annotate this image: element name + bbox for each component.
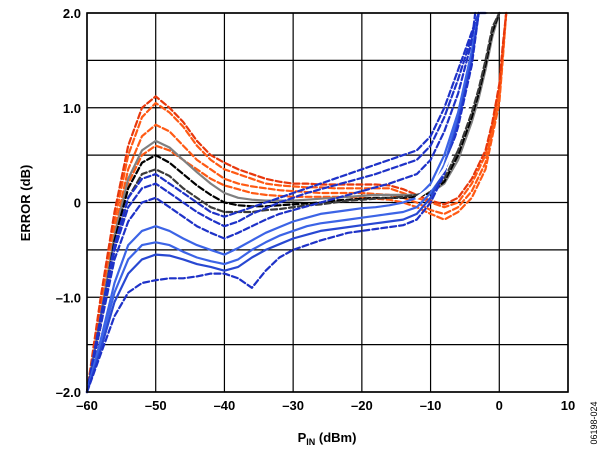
y-tick-labels: –2.0 –1.0 0 1.0 2.0 [56, 6, 81, 400]
series-layer [85, 11, 508, 394]
x-tick-label: –60 [76, 398, 98, 413]
y-tick-label: 0 [74, 196, 81, 211]
series-line-15 [415, 11, 491, 200]
series-line-12 [85, 11, 480, 394]
x-axis-title-unit: (dBm) [315, 430, 356, 445]
series-line-4 [85, 11, 508, 394]
y-axis-title: ERROR (dB) [18, 165, 33, 242]
x-tick-label: –40 [214, 398, 236, 413]
x-tick-label: 0 [496, 398, 503, 413]
y-tick-label: –2.0 [56, 385, 81, 400]
x-tick-labels: –60 –50 –40 –30 –20 –10 0 10 [76, 398, 575, 413]
series-line-14 [85, 11, 480, 394]
series-line-6 [85, 11, 501, 394]
y-tick-label: 1.0 [63, 101, 81, 116]
series-line-9 [85, 11, 480, 394]
x-axis-title-subscript: IN [306, 437, 315, 447]
x-axis-title: PIN (dBm) [298, 430, 357, 447]
x-tick-label: –20 [351, 398, 373, 413]
x-tick-label: –10 [420, 398, 442, 413]
figure-id-note: 06198-024 [589, 401, 599, 444]
series-line-10 [85, 11, 477, 394]
series-line-3 [85, 11, 508, 394]
series-line-1 [85, 11, 508, 394]
series-line-5 [85, 11, 501, 394]
plot-frame [86, 12, 569, 393]
x-tick-label: 10 [561, 398, 575, 413]
x-tick-label: –50 [145, 398, 167, 413]
x-tick-label: –30 [282, 398, 304, 413]
x-axis-title-main: P [298, 430, 307, 445]
series-line-2 [85, 11, 508, 394]
series-line-8 [85, 11, 487, 394]
y-tick-label: –1.0 [56, 290, 81, 305]
y-tick-label: 2.0 [63, 6, 81, 21]
series-line-13 [85, 11, 480, 394]
